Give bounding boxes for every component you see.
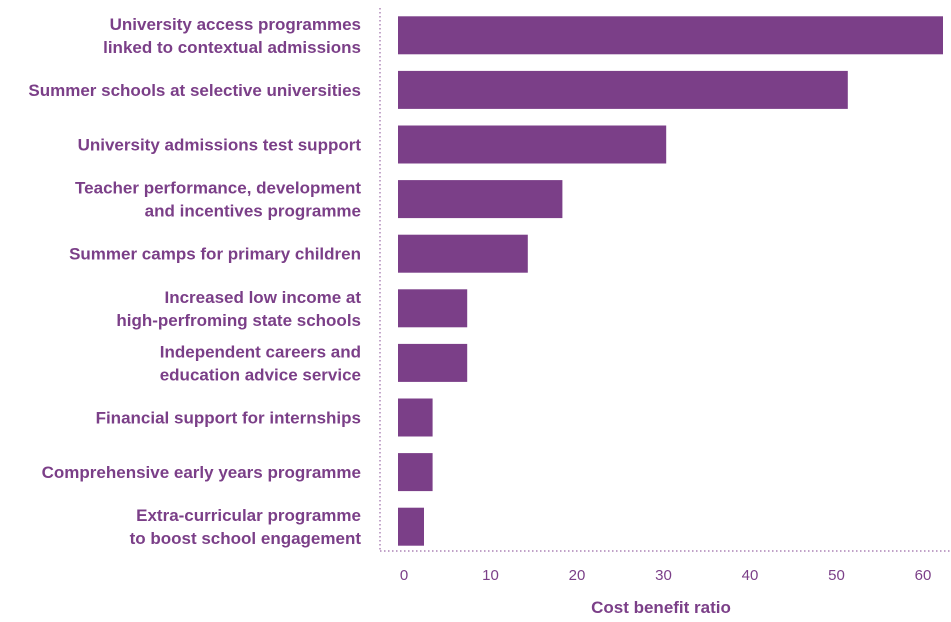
category-label: Summer camps for primary children	[69, 245, 361, 264]
x-tick-labels-group: 0 10 20 30 40 50 60	[400, 567, 932, 584]
x-tick-label: 60	[915, 567, 932, 584]
bar	[398, 234, 528, 273]
category-label-line: and incentives programme	[145, 202, 361, 221]
category-label-line: Comprehensive early years programme	[42, 463, 361, 482]
category-label-line: University access programmes	[110, 15, 361, 34]
category-label-line: Extra-curricular programme	[136, 506, 361, 525]
bar	[398, 125, 667, 164]
category-label-line: Financial support for internships	[96, 409, 361, 428]
category-label: University access programmes linked to co…	[103, 15, 361, 57]
x-tick-label: 10	[482, 567, 499, 584]
bar	[398, 289, 468, 328]
bar	[398, 70, 848, 109]
bar	[398, 453, 433, 492]
x-tick-label: 30	[655, 567, 672, 584]
x-axis-title: Cost benefit ratio	[591, 598, 731, 617]
category-label-line: Independent careers and	[160, 342, 361, 361]
bars-group	[398, 16, 943, 546]
category-label: Teacher performance, development and ince…	[75, 179, 361, 221]
bar	[398, 180, 563, 219]
category-label-line: Teacher performance, development	[75, 179, 361, 198]
bar	[398, 507, 424, 546]
category-label: Independent careers and education advice …	[160, 342, 361, 384]
bar	[398, 398, 433, 437]
x-tick-label: 0	[400, 567, 408, 584]
bar	[398, 343, 468, 382]
category-label: Summer schools at selective universities	[28, 81, 361, 100]
category-label: Comprehensive early years programme	[42, 463, 361, 482]
category-label-line: Increased low income at	[164, 288, 361, 307]
category-label-line: Summer camps for primary children	[69, 245, 361, 264]
x-tick-label: 50	[828, 567, 845, 584]
x-tick-label: 40	[742, 567, 759, 584]
category-label-line: Summer schools at selective universities	[28, 81, 361, 100]
category-label: Increased low income at high-perfroming s…	[116, 288, 361, 330]
category-label: University admissions test support	[78, 136, 362, 155]
bar	[398, 16, 943, 55]
category-label: Financial support for internships	[96, 409, 361, 428]
category-label-line: to boost school engagement	[130, 529, 362, 548]
category-label-line: linked to contextual admissions	[103, 38, 361, 57]
category-label-line: education advice service	[160, 365, 361, 384]
x-tick-label: 20	[569, 567, 586, 584]
category-label-line: University admissions test support	[78, 136, 362, 155]
category-labels-group: University access programmes linked to co…	[28, 15, 361, 548]
category-label: Extra-curricular programme to boost schoo…	[130, 506, 362, 548]
category-label-line: high-perfroming state schools	[116, 311, 361, 330]
